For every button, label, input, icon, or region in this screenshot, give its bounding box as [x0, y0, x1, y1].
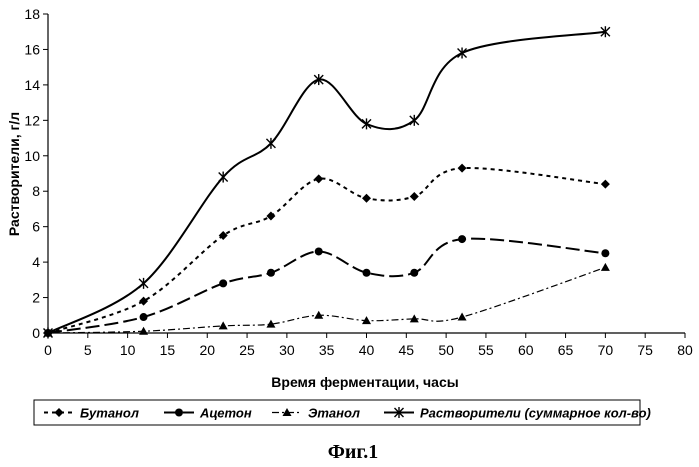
data-point — [410, 268, 419, 277]
y-tick-label: 2 — [32, 290, 40, 306]
series-2 — [44, 235, 610, 337]
data-point — [314, 174, 324, 184]
data-point — [266, 211, 276, 221]
x-tick-label: 55 — [478, 342, 494, 358]
data-point — [218, 321, 228, 330]
series-line — [47, 30, 606, 334]
legend: Бутанол Ацетон Этанол Растворители (суммарн… — [33, 399, 651, 426]
x-tick-label: 35 — [319, 342, 335, 358]
x-tick-label: 75 — [637, 342, 653, 358]
data-point — [601, 249, 610, 258]
data-point — [600, 262, 610, 271]
legend-box — [33, 399, 641, 426]
y-tick-label: 0 — [32, 325, 40, 341]
y-tick-label: 8 — [32, 183, 40, 199]
data-point — [362, 268, 371, 277]
data-point — [266, 268, 275, 277]
x-tick-label: 70 — [598, 342, 614, 358]
x-tick-label: 15 — [160, 342, 176, 358]
y-tick-label: 6 — [32, 219, 40, 235]
y-tick-label: 16 — [24, 41, 40, 57]
legend-marker — [394, 407, 404, 418]
data-point — [219, 279, 228, 288]
data-point — [139, 313, 148, 322]
plot-area: 0 2 4 6 8 10 12 14 16 18 0 5 10 15 20 25 30 35 40 45 50 55 60… — [24, 6, 693, 358]
data-point — [457, 163, 467, 173]
data-point — [458, 235, 467, 244]
data-point — [313, 74, 324, 86]
legend-item: Бутанол — [44, 406, 139, 421]
y-tick-label: 12 — [24, 112, 40, 128]
legend-marker — [54, 408, 64, 417]
data-point — [218, 231, 228, 241]
series-line — [47, 167, 606, 334]
figure-caption: Фиг.1 — [328, 441, 379, 463]
x-tick-label: 40 — [359, 342, 375, 358]
x-tick-label: 20 — [199, 342, 215, 358]
legend-marker — [282, 408, 292, 416]
legend-label: Бутанол — [80, 406, 139, 421]
data-point — [218, 171, 229, 183]
data-point — [409, 314, 419, 323]
legend-label: Ацетон — [199, 406, 252, 421]
series-line — [47, 266, 606, 334]
legend-item: Этанол — [272, 406, 360, 421]
data-point — [314, 310, 324, 319]
data-point — [457, 312, 467, 321]
series-1 — [43, 163, 610, 338]
legend-marker — [175, 408, 183, 417]
data-point — [266, 319, 276, 328]
series-layer — [43, 26, 611, 339]
y-tick-label: 10 — [24, 148, 40, 164]
x-tick-label: 25 — [239, 342, 255, 358]
legend-item: Ацетон — [164, 406, 252, 421]
x-tick-label: 45 — [399, 342, 415, 358]
data-point — [314, 247, 323, 256]
series-line — [47, 237, 606, 334]
x-tick-label: 30 — [279, 342, 295, 358]
data-point — [600, 179, 610, 189]
data-point — [457, 47, 468, 59]
y-tick-label: 18 — [24, 6, 40, 22]
x-tick-label: 0 — [44, 342, 52, 358]
x-axis-ticks: 0 5 10 15 20 25 30 35 40 45 50 55 60 65 70 75 80 — [44, 333, 693, 358]
x-tick-label: 10 — [120, 342, 136, 358]
x-tick-label: 60 — [518, 342, 534, 358]
x-tick-label: 65 — [558, 342, 574, 358]
data-point — [139, 296, 149, 306]
series-4 — [43, 26, 611, 339]
y-axis-title: Растворители, г/л — [6, 112, 22, 236]
data-point — [138, 277, 149, 289]
x-tick-label: 80 — [677, 342, 693, 358]
y-tick-label: 4 — [32, 254, 40, 270]
data-point — [361, 118, 372, 130]
y-axis-ticks: 0 2 4 6 8 10 12 14 16 18 — [24, 6, 48, 341]
legend-item: Растворители (суммарное кол-во) — [384, 406, 651, 421]
series-3 — [43, 262, 610, 337]
data-point — [362, 316, 371, 325]
data-point — [409, 192, 419, 202]
legend-label: Растворители (суммарное кол-во) — [420, 406, 651, 421]
data-point — [265, 137, 276, 149]
data-point — [600, 26, 611, 38]
x-axis-title: Время ферментации, часы — [271, 374, 458, 390]
data-point — [409, 114, 420, 126]
x-tick-label: 50 — [438, 342, 454, 358]
legend-label: Этанол — [308, 406, 360, 421]
data-point — [362, 193, 371, 203]
x-tick-label: 5 — [84, 342, 92, 358]
y-tick-label: 14 — [24, 77, 40, 93]
